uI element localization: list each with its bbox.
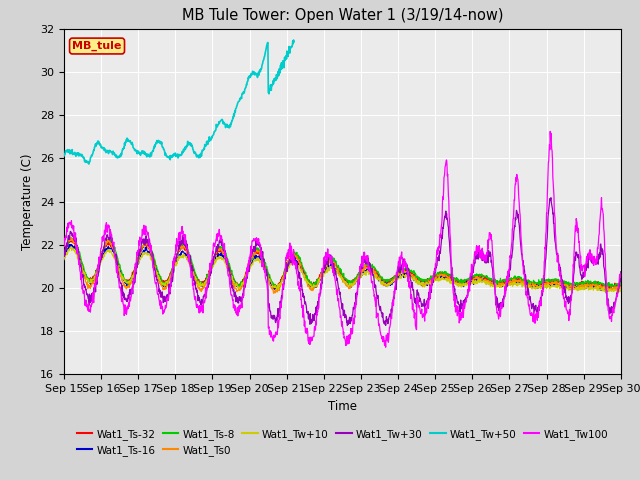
Title: MB Tule Tower: Open Water 1 (3/19/14-now): MB Tule Tower: Open Water 1 (3/19/14-now… [182, 9, 503, 24]
Legend: Wat1_Ts-32, Wat1_Ts-16, Wat1_Ts-8, Wat1_Ts0, Wat1_Tw+10, Wat1_Tw+30, Wat1_Tw+50,: Wat1_Ts-32, Wat1_Ts-16, Wat1_Ts-8, Wat1_… [72, 424, 612, 460]
Text: MB_tule: MB_tule [72, 41, 122, 51]
X-axis label: Time: Time [328, 400, 357, 413]
Y-axis label: Temperature (C): Temperature (C) [22, 153, 35, 250]
